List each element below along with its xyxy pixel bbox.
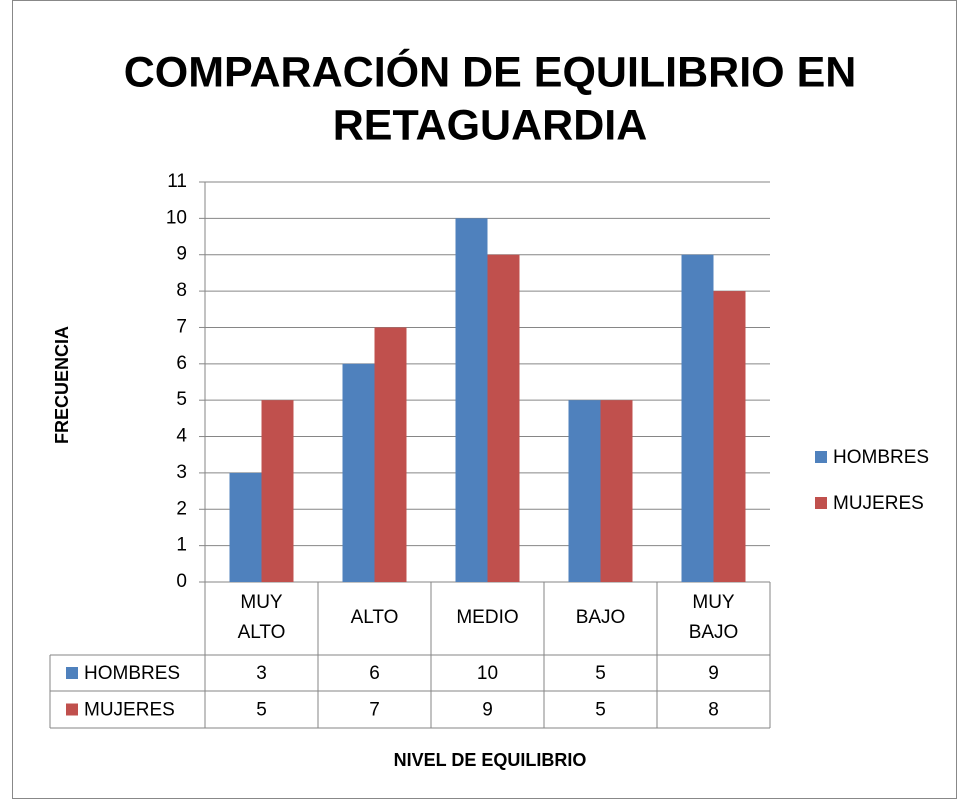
x-tick-label: MUY ALTO <box>238 592 286 643</box>
bar <box>487 254 520 582</box>
bar <box>713 291 746 582</box>
bar <box>229 472 262 582</box>
chart-title: RETAGUARDIA <box>333 101 648 149</box>
chart-title: COMPARACIÓN DE EQUILIBRIO EN <box>124 47 857 96</box>
y-tick-label: 11 <box>167 171 187 192</box>
x-tick-label: ALTO <box>351 607 399 628</box>
legend-label: MUJERES <box>833 493 924 514</box>
y-tick-label: 6 <box>176 353 187 374</box>
table-value: 3 <box>256 663 267 684</box>
y-tick-label: 4 <box>176 426 187 447</box>
table-value: 9 <box>708 663 719 684</box>
bar <box>681 254 714 582</box>
legend-key <box>815 451 827 463</box>
y-tick-label: 1 <box>176 535 187 556</box>
table-value: 9 <box>482 700 493 721</box>
table-legend-key <box>66 667 78 679</box>
y-tick-label: 10 <box>166 207 187 228</box>
table-series-name: HOMBRES <box>84 663 180 684</box>
bar <box>261 400 294 582</box>
bar <box>568 400 601 582</box>
bar <box>600 400 633 582</box>
y-tick-label: 0 <box>176 571 187 592</box>
legend-label: HOMBRES <box>833 447 929 468</box>
x-tick-label: BAJO <box>576 607 626 628</box>
table-value: 5 <box>595 700 606 721</box>
y-tick-label: 5 <box>176 389 187 410</box>
table-value: 8 <box>708 700 719 721</box>
x-tick-label: MEDIO <box>456 607 518 628</box>
y-tick-label: 8 <box>176 280 187 301</box>
y-tick-label: 9 <box>176 244 187 265</box>
x-tick-label: MUY BAJO <box>689 592 739 643</box>
y-tick-label: 7 <box>176 316 187 337</box>
y-axis-title: FRECUENCIA <box>52 326 72 444</box>
y-tick-label: 3 <box>176 462 187 483</box>
table-value: 5 <box>256 700 267 721</box>
bar <box>455 218 488 582</box>
table-series-name: MUJERES <box>84 700 175 721</box>
bar <box>342 363 375 582</box>
x-axis-title: NIVEL DE EQUILIBRIO <box>394 750 587 770</box>
table-value: 10 <box>477 663 498 684</box>
table-value: 6 <box>369 663 380 684</box>
legend-key <box>815 497 827 509</box>
table-value: 7 <box>369 700 380 721</box>
table-value: 5 <box>595 663 606 684</box>
bar <box>374 327 407 582</box>
y-tick-label: 2 <box>176 498 187 519</box>
table-legend-key <box>66 703 78 716</box>
